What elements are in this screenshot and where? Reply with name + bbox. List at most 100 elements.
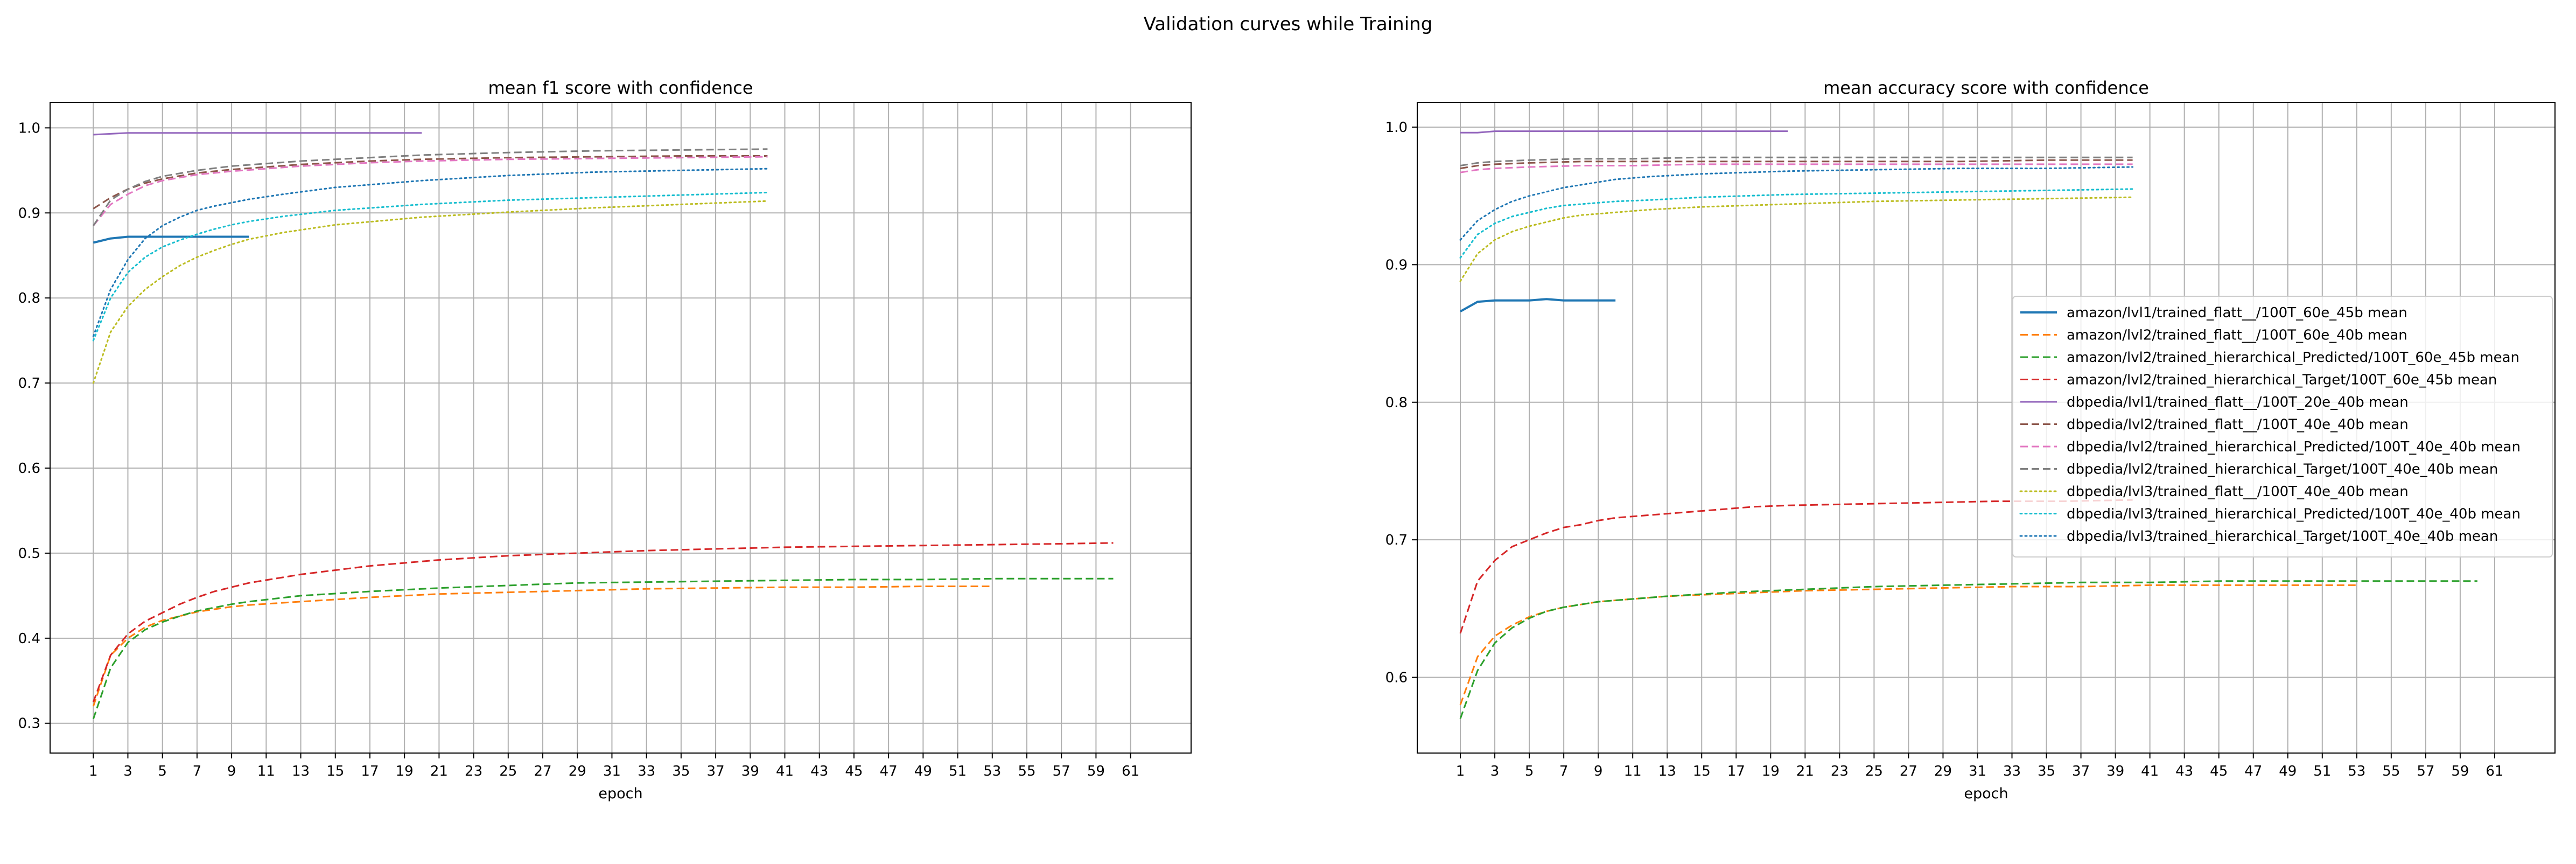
x-tick-label: 41 bbox=[776, 763, 794, 779]
legend: amazon/lvl1/trained_flatt__/100T_60e_45b… bbox=[2012, 296, 2553, 558]
x-tick-label: 35 bbox=[2038, 763, 2055, 779]
series-line-2 bbox=[92, 586, 992, 707]
x-tick-label: 37 bbox=[2072, 763, 2090, 779]
legend-label: dbpedia/lvl3/trained_hierarchical_Predic… bbox=[2067, 506, 2521, 522]
series-line-3 bbox=[1459, 580, 2477, 719]
x-tick-label: 19 bbox=[1762, 763, 1780, 779]
y-tick-label: 1.0 bbox=[18, 120, 40, 136]
legend-label: dbpedia/lvl2/trained_hierarchical_Predic… bbox=[2067, 439, 2521, 455]
x-tick-label: 27 bbox=[534, 763, 551, 779]
series-line-6 bbox=[1460, 159, 2133, 170]
x-tick-label: 11 bbox=[257, 763, 275, 779]
series-line-1 bbox=[1460, 298, 1616, 312]
x-tick-label: 1 bbox=[1456, 763, 1465, 779]
y-tick-label: 0.8 bbox=[1385, 395, 1408, 411]
subplot-title: mean accuracy score with confidence bbox=[1823, 78, 2149, 98]
y-tick-label: 0.3 bbox=[18, 716, 40, 732]
legend-label: dbpedia/lvl2/trained_flatt__/100T_40e_40… bbox=[2067, 417, 2409, 433]
series-line-8 bbox=[1460, 156, 2133, 166]
x-tick-label: 39 bbox=[741, 763, 759, 779]
x-tick-label: 43 bbox=[810, 763, 828, 779]
series-line-4 bbox=[92, 542, 1114, 702]
series-line-1 bbox=[93, 235, 249, 244]
series-line-9 bbox=[92, 200, 768, 384]
subplots: 1 3 5 7 9 11 13 15 17 19 21 23 25 27 29 31 33 35 37 39 41 43 4… bbox=[18, 78, 2556, 802]
x-tick-label: 17 bbox=[1727, 763, 1745, 779]
y-tick-label: 0.4 bbox=[18, 631, 40, 647]
x-tick-label: 9 bbox=[1594, 763, 1603, 779]
series-line-4 bbox=[1459, 499, 2133, 634]
x-tick-label: 25 bbox=[499, 763, 517, 779]
x-tick-label: 11 bbox=[1624, 763, 1642, 779]
x-tick-label: 51 bbox=[2313, 763, 2331, 779]
x-tick-label: 25 bbox=[1865, 763, 1883, 779]
x-tick-label: 19 bbox=[396, 763, 414, 779]
legend-label: amazon/lvl2/trained_flatt__/100T_60e_40b… bbox=[2067, 328, 2407, 344]
x-tick-label: 51 bbox=[949, 763, 967, 779]
x-tick-label: 33 bbox=[638, 763, 655, 779]
legend-label: dbpedia/lvl3/trained_flatt__/100T_40e_40… bbox=[2067, 484, 2409, 500]
x-tick-label: 3 bbox=[123, 763, 132, 779]
legend-label: dbpedia/lvl1/trained_flatt__/100T_20e_40… bbox=[2067, 394, 2409, 410]
series-line-5 bbox=[93, 132, 422, 136]
legend-label: dbpedia/lvl3/trained_hierarchical_Target… bbox=[2067, 528, 2498, 545]
x-tick-label: 31 bbox=[603, 763, 621, 779]
subplot-1: 1 3 5 7 9 11 13 15 17 19 21 23 25 27 29 31 33 35 37 39 41 43 4… bbox=[18, 78, 1192, 802]
y-tick-label: 0.9 bbox=[18, 205, 40, 221]
y-tick-label: 0.6 bbox=[18, 461, 40, 477]
series-line-9 bbox=[1459, 196, 2134, 282]
legend-label: amazon/lvl2/trained_hierarchical_Target/… bbox=[2067, 372, 2497, 388]
y-tick-label: 0.8 bbox=[18, 290, 40, 306]
x-tick-label: 47 bbox=[880, 763, 898, 779]
x-tick-label: 55 bbox=[1018, 763, 1035, 779]
y-tick-label: 0.7 bbox=[1385, 532, 1408, 548]
y-tick-label: 1.0 bbox=[1385, 120, 1408, 136]
series-group bbox=[1459, 130, 2477, 719]
series-line-8 bbox=[93, 148, 768, 226]
x-tick-label: 41 bbox=[2141, 763, 2159, 779]
x-tick-label: 49 bbox=[2279, 763, 2297, 779]
x-axis-label: epoch bbox=[1964, 785, 2008, 802]
x-tick-label: 7 bbox=[1559, 763, 1569, 779]
series-line-5 bbox=[1460, 130, 1788, 134]
x-tick-label: 45 bbox=[845, 763, 863, 779]
x-tick-label: 61 bbox=[1122, 763, 1139, 779]
series-line-7 bbox=[1460, 163, 2133, 173]
series-line-10 bbox=[92, 191, 768, 342]
x-tick-label: 39 bbox=[2106, 763, 2124, 779]
axes-frame bbox=[50, 102, 1192, 754]
series-line-11 bbox=[1459, 166, 2134, 241]
x-tick-label: 5 bbox=[1525, 763, 1534, 779]
legend-label: amazon/lvl2/trained_hierarchical_Predict… bbox=[2067, 350, 2519, 366]
x-axis-label: epoch bbox=[598, 785, 642, 802]
legend-label: amazon/lvl1/trained_flatt__/100T_60e_45b… bbox=[2067, 305, 2407, 321]
x-tick-label: 61 bbox=[2486, 763, 2503, 779]
x-tick-label: 31 bbox=[1969, 763, 1986, 779]
x-tick-label: 17 bbox=[361, 763, 379, 779]
x-tick-label: 53 bbox=[983, 763, 1001, 779]
axes-frame bbox=[1417, 102, 2556, 754]
x-tick-label: 7 bbox=[193, 763, 202, 779]
x-tick-label: 23 bbox=[1831, 763, 1849, 779]
series-group bbox=[92, 132, 1114, 720]
x-tick-label: 21 bbox=[430, 763, 448, 779]
legend-box: amazon/lvl1/trained_flatt__/100T_60e_45b… bbox=[2012, 296, 2553, 558]
x-tick-label: 3 bbox=[1490, 763, 1500, 779]
x-tick-label: 29 bbox=[569, 763, 586, 779]
x-tick-label: 29 bbox=[1934, 763, 1952, 779]
x-tick-label: 13 bbox=[1658, 763, 1676, 779]
x-tick-label: 15 bbox=[326, 763, 344, 779]
x-tick-label: 1 bbox=[89, 763, 98, 779]
x-tick-label: 49 bbox=[914, 763, 932, 779]
series-line-2 bbox=[1459, 584, 2357, 706]
x-tick-label: 57 bbox=[1053, 763, 1070, 779]
x-tick-label: 5 bbox=[158, 763, 167, 779]
series-line-11 bbox=[92, 168, 768, 337]
series-line-3 bbox=[92, 577, 1114, 720]
x-tick-label: 13 bbox=[292, 763, 310, 779]
x-tick-label: 59 bbox=[2451, 763, 2469, 779]
y-tick-label: 0.5 bbox=[18, 546, 40, 562]
subplot-title: mean f1 score with confidence bbox=[488, 78, 753, 98]
x-tick-label: 35 bbox=[672, 763, 690, 779]
x-tick-label: 57 bbox=[2417, 763, 2434, 779]
